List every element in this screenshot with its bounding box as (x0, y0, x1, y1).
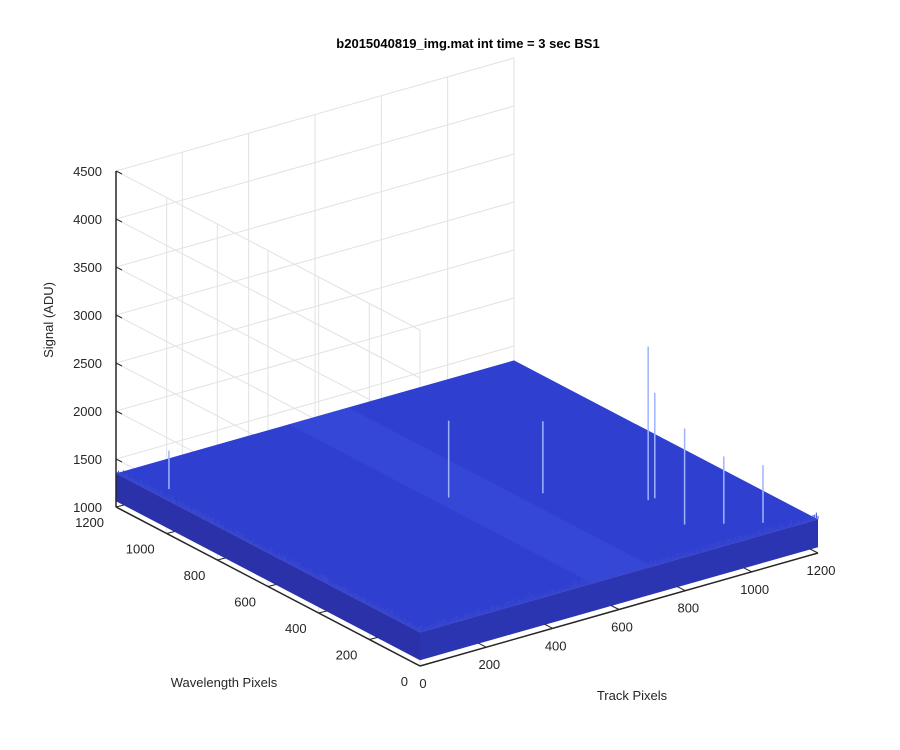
wall-grid-line (115, 249, 515, 364)
z-tick-label: 3500 (73, 260, 102, 275)
surface-top (116, 360, 818, 633)
x-tick-label: 600 (611, 620, 633, 635)
z-axis-label: Signal (ADU) (41, 282, 56, 358)
z-tick-label: 2000 (73, 404, 102, 419)
z-tick-mark (115, 362, 123, 367)
z-tick-label: 1500 (73, 452, 102, 467)
y-tick-mark (369, 637, 378, 640)
z-tick-label: 3000 (73, 308, 102, 323)
y-tick-mark (115, 504, 125, 508)
surface-front-face (116, 473, 420, 661)
z-tick-mark (115, 506, 123, 511)
y-tick-mark (419, 663, 429, 667)
x-tick-mark (743, 567, 752, 573)
y-tick-label: 400 (285, 621, 307, 636)
x-tick-mark (809, 548, 819, 554)
y-tick-label: 0 (401, 674, 408, 689)
x-tick-mark (411, 661, 421, 667)
z-tick-label: 2500 (73, 356, 102, 371)
spike-layer (168, 346, 764, 525)
z-tick-label: 1000 (73, 500, 102, 515)
wall-grid-line (115, 266, 421, 427)
z-tick-mark (115, 410, 123, 415)
wall-grid-line (115, 57, 515, 172)
x-tick-label: 1200 (807, 563, 836, 578)
y-tick-mark (166, 531, 175, 534)
y-tick-label: 800 (184, 568, 206, 583)
x-tick-mark (478, 642, 487, 648)
y-axis-label: Wavelength Pixels (171, 675, 278, 690)
x-tick-mark (610, 605, 620, 610)
surface-layer (115, 360, 819, 661)
z-tick-mark (115, 218, 123, 223)
x-tick-label: 200 (478, 657, 500, 672)
x-axis-label: Track Pixels (597, 688, 668, 703)
y-tick-label: 1200 (75, 515, 104, 530)
y-tick-label: 600 (234, 595, 256, 610)
x-tick-label: 1000 (740, 582, 769, 597)
z-tick-label: 4000 (73, 212, 102, 227)
z-tick-mark (115, 458, 123, 463)
surface-front-face (420, 519, 818, 661)
axis-layer (115, 170, 819, 667)
x-tick-mark (544, 623, 553, 629)
wall-grid-line (115, 297, 515, 412)
x-tick-label: 0 (419, 676, 426, 691)
y-tick-label: 200 (336, 648, 358, 663)
surface-band (288, 407, 653, 584)
x-tick-label: 400 (545, 638, 567, 653)
chart-title: b2015040819_img.mat int time = 3 sec BS1 (336, 36, 599, 51)
y-tick-mark (318, 610, 327, 614)
wall-grid-line (115, 218, 421, 379)
z-tick-mark (115, 266, 123, 271)
z-tick-mark (115, 170, 123, 175)
wall-grid-line (115, 201, 515, 316)
y-tick-mark (267, 584, 277, 587)
wall-grid-line (115, 105, 515, 220)
z-tick-label: 4500 (73, 164, 102, 179)
x-tick-label: 800 (677, 601, 699, 616)
y-tick-mark (217, 557, 226, 561)
tick-label-layer: 0200400600800100012000200400600800100012… (73, 164, 835, 691)
y-tick-label: 1000 (126, 542, 155, 557)
x-tick-mark (677, 586, 686, 592)
wall-grid-line (115, 170, 421, 331)
wall-grid-line (115, 345, 515, 460)
wall-grid-line (115, 153, 515, 268)
z-tick-mark (115, 314, 123, 319)
